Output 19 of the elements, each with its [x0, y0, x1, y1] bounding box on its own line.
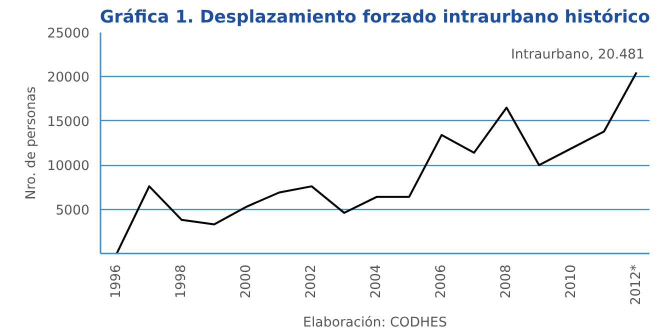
x-tick-label: 2012* [629, 264, 644, 306]
y-tick-label: 15000 [47, 114, 90, 130]
text: Elaboración: CODHES [303, 316, 447, 330]
y-tick-label: 25000 [47, 26, 90, 42]
line-series [116, 71, 638, 254]
y-axis-title: Nro. de personas [24, 86, 40, 200]
x-tick-label: 1998 [174, 264, 190, 298]
y-tick-label: 5000 [56, 203, 90, 218]
x-tick-label: 1996 [109, 264, 124, 298]
y-tick-label: 20000 [47, 70, 90, 86]
annotation: Intraurbano, 20.481 [510, 47, 645, 62]
x-tick-label: 2010 [564, 264, 580, 298]
x-tick-label: 2000 [239, 264, 254, 298]
x-tick-label: 2006 [434, 264, 450, 298]
x-tick-label: 2008 [499, 264, 514, 298]
x-tick-label: 2004 [369, 264, 384, 298]
y-tick-label: 10000 [47, 159, 90, 174]
x-tick-label: 2002 [304, 264, 320, 298]
chart-title: Gráfica 1. Desplazamiento forzado intraurbano histórico [100, 8, 650, 28]
